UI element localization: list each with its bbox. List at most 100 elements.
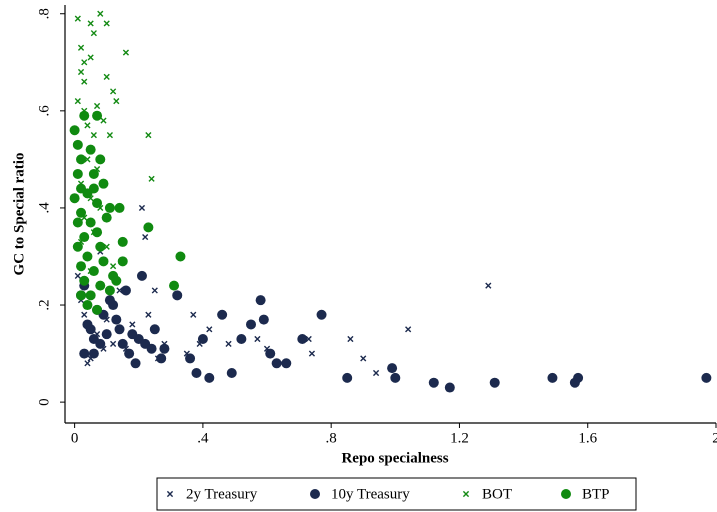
point	[444, 382, 455, 393]
point	[113, 98, 120, 105]
legend-marker	[310, 489, 320, 499]
point	[316, 309, 327, 320]
point	[106, 132, 113, 139]
point	[110, 263, 117, 270]
point	[74, 98, 81, 105]
point	[142, 233, 149, 241]
point	[110, 340, 117, 347]
point	[428, 377, 439, 388]
point	[74, 15, 81, 22]
point	[69, 193, 80, 204]
point	[169, 280, 180, 291]
point	[84, 122, 91, 129]
point	[95, 154, 106, 165]
point	[98, 256, 109, 267]
point	[258, 314, 269, 325]
point	[104, 285, 115, 296]
point	[82, 251, 93, 262]
point	[120, 285, 131, 296]
point	[81, 78, 88, 85]
point	[90, 132, 97, 139]
point	[117, 338, 128, 349]
y-tick-label: .2	[36, 299, 52, 310]
point	[101, 212, 112, 223]
point	[143, 222, 154, 233]
point	[69, 125, 80, 136]
point	[114, 324, 125, 335]
point	[95, 338, 106, 349]
y-tick-label: 0	[36, 398, 52, 406]
point	[76, 154, 87, 165]
point	[360, 355, 367, 362]
x-tick-label: 0	[71, 430, 79, 446]
point	[372, 369, 380, 377]
point	[76, 261, 87, 272]
point	[246, 319, 256, 330]
legend-box	[156, 477, 637, 511]
point	[145, 132, 152, 139]
point	[92, 110, 103, 121]
point	[265, 348, 276, 359]
point	[308, 350, 316, 357]
legend-label: BTP	[582, 486, 610, 502]
point	[79, 232, 90, 243]
point	[405, 326, 412, 333]
legend-marker	[462, 490, 470, 498]
point	[573, 372, 584, 383]
point	[92, 304, 103, 315]
point	[79, 110, 90, 121]
point	[87, 54, 94, 61]
point	[185, 353, 196, 364]
point	[72, 168, 83, 179]
point	[172, 290, 183, 301]
point	[547, 372, 558, 383]
legend-label: BOT	[482, 486, 512, 502]
point	[88, 266, 99, 277]
point	[88, 183, 99, 194]
point	[255, 295, 266, 306]
point	[146, 343, 157, 354]
legend-label: 2y Treasury	[186, 486, 258, 502]
point	[88, 348, 99, 359]
point	[79, 275, 90, 286]
point	[85, 217, 96, 228]
point	[114, 202, 125, 213]
point	[145, 311, 152, 318]
point	[84, 360, 91, 367]
point	[271, 358, 282, 369]
point	[124, 348, 135, 359]
point	[72, 217, 83, 228]
point	[117, 256, 128, 267]
point	[387, 363, 398, 374]
x-tick-label: .8	[326, 430, 337, 446]
point	[81, 311, 88, 318]
point	[77, 44, 85, 51]
point	[148, 175, 155, 182]
point	[159, 343, 170, 354]
y-tick-label: .8	[36, 8, 52, 19]
point	[92, 227, 103, 238]
point	[79, 348, 90, 359]
point	[92, 198, 103, 209]
point	[74, 272, 81, 279]
point	[217, 309, 228, 320]
point	[197, 334, 208, 345]
point	[77, 68, 85, 76]
point	[347, 335, 354, 343]
point	[117, 236, 128, 247]
point	[95, 241, 106, 252]
y-tick-label: .6	[36, 105, 52, 117]
point	[108, 300, 119, 311]
point	[701, 372, 712, 383]
point	[100, 117, 107, 124]
point	[122, 49, 130, 56]
point	[204, 372, 215, 383]
point	[103, 73, 110, 80]
y-axis-title: GC to Special ratio	[11, 153, 27, 276]
point	[81, 59, 88, 66]
point	[138, 204, 146, 212]
point	[149, 324, 160, 335]
point	[191, 367, 202, 378]
point	[129, 321, 136, 328]
y-tick-label: .4	[36, 202, 52, 214]
